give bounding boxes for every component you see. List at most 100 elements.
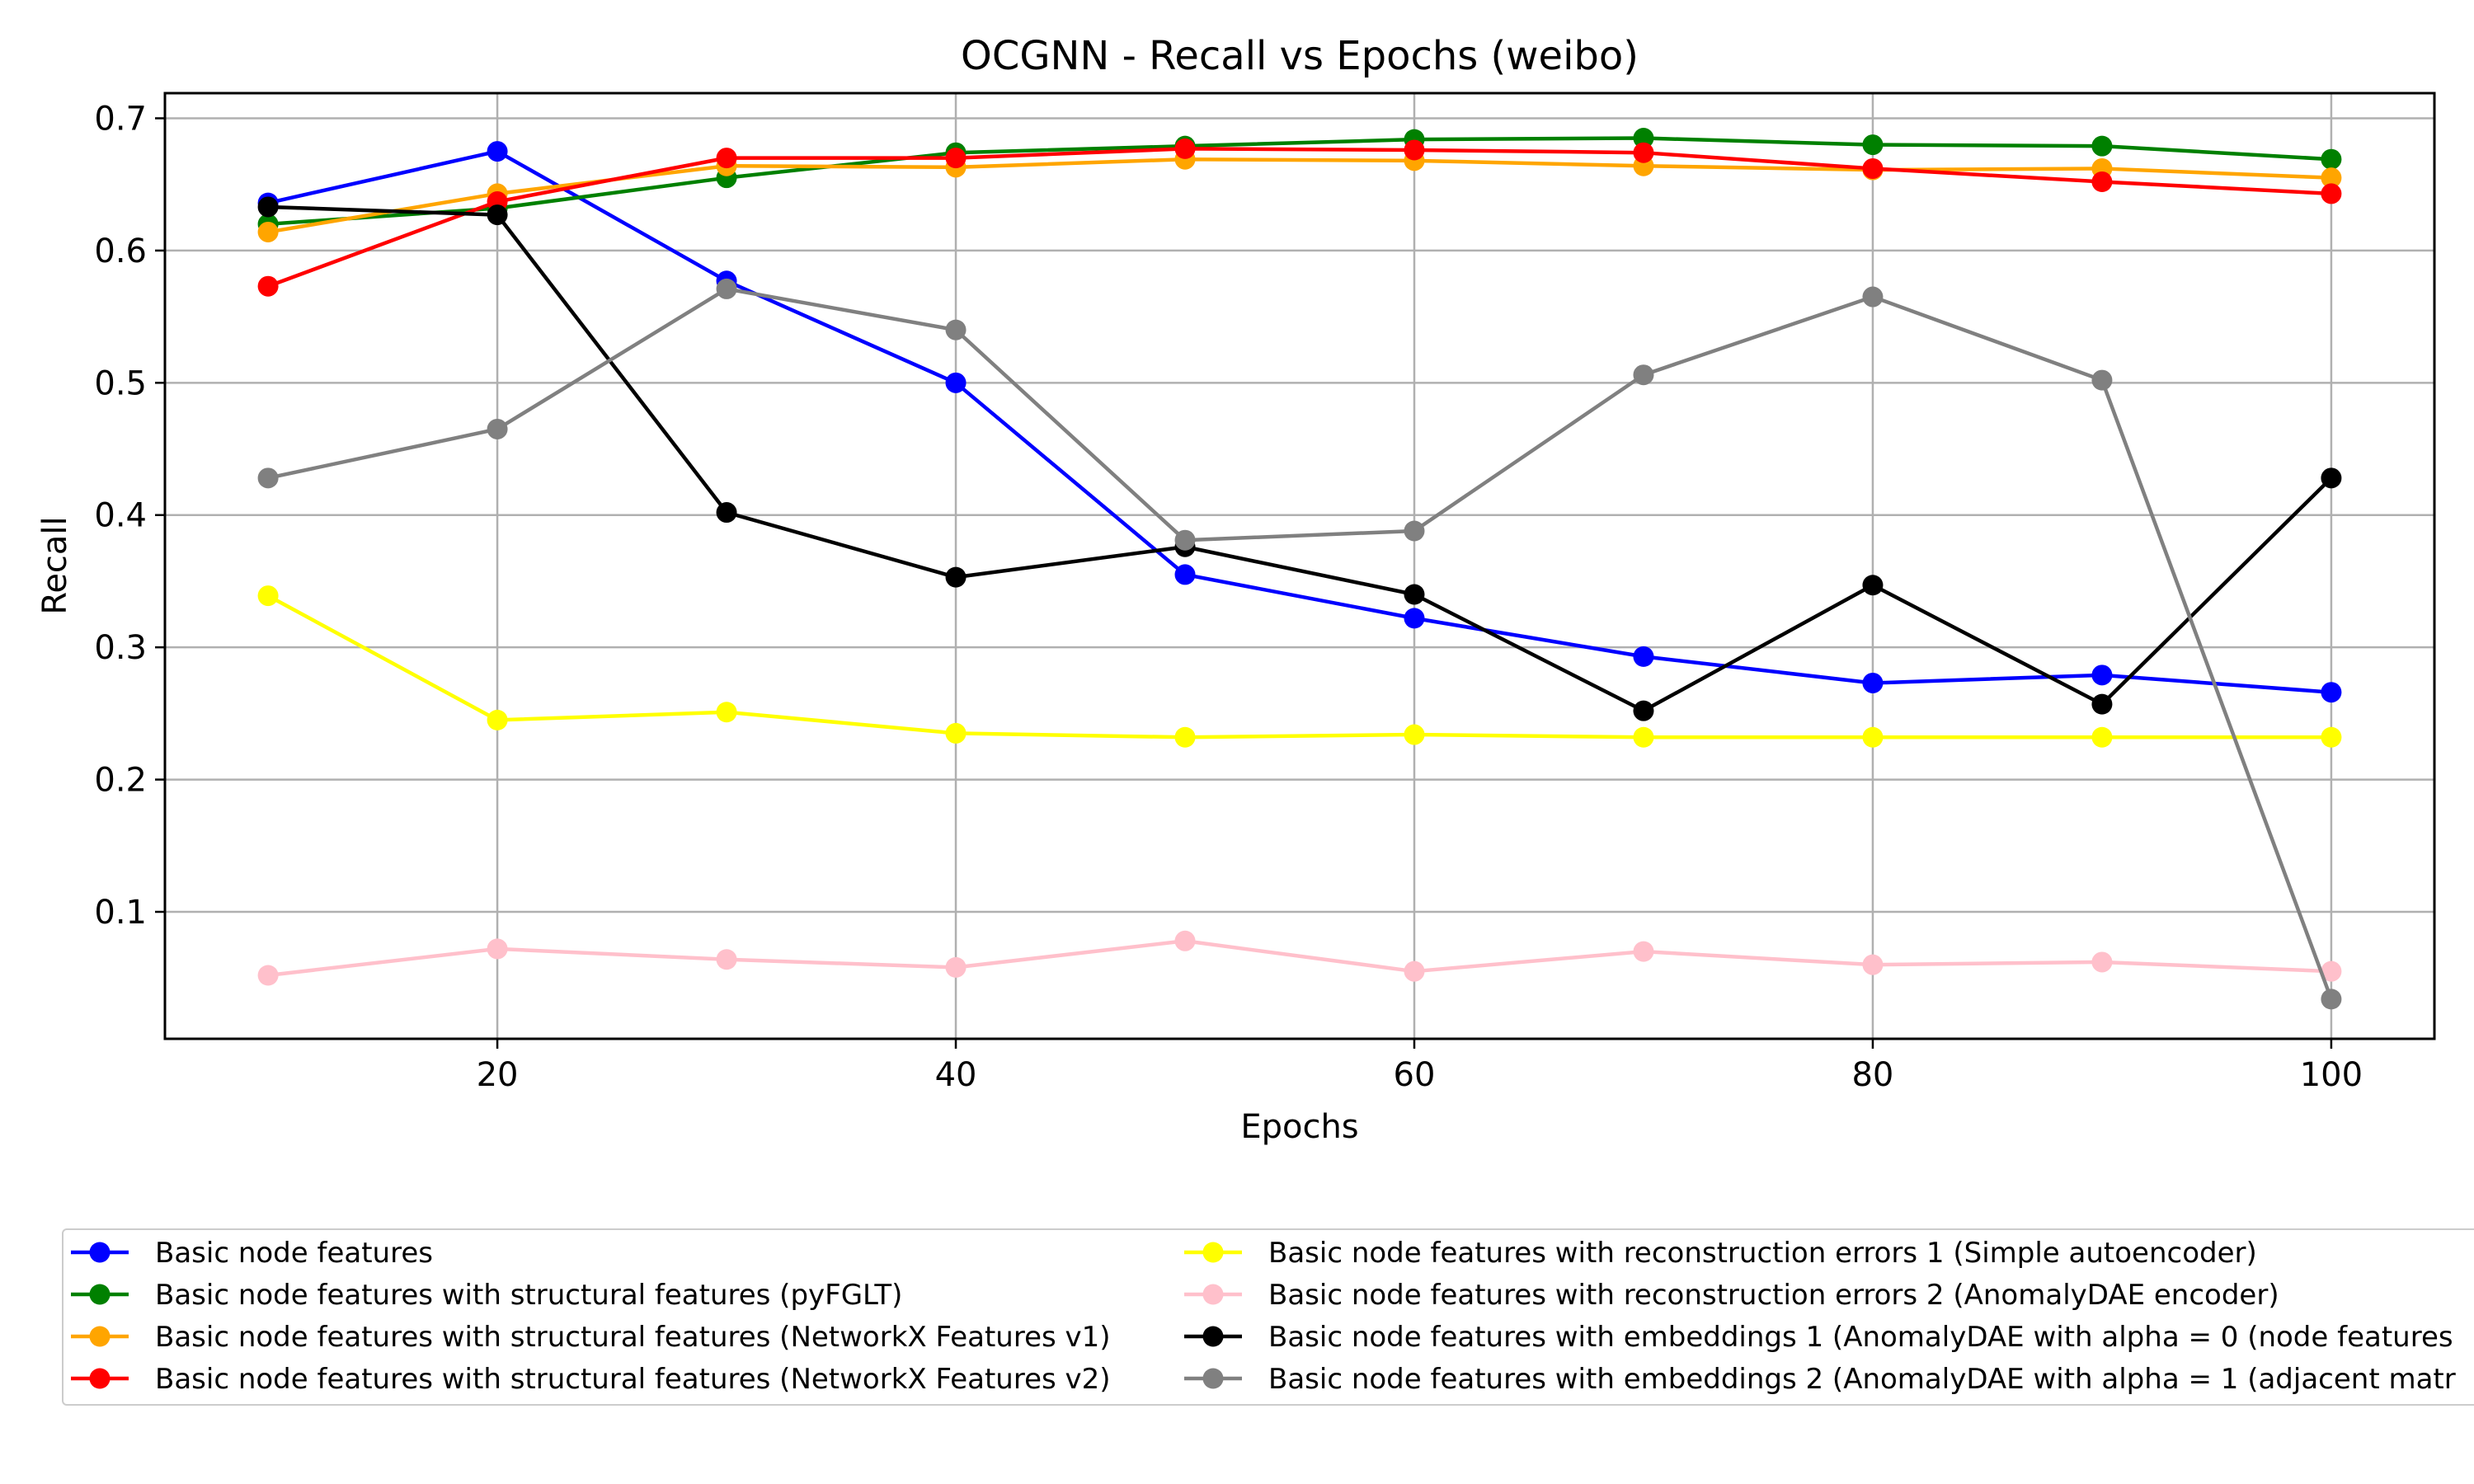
data-point — [257, 196, 279, 218]
legend-label: Basic node features with structural feat… — [155, 1363, 1111, 1396]
x-tick-label: 80 — [1851, 1056, 1893, 1094]
data-point — [2321, 467, 2342, 489]
y-tick-label: 0.7 — [94, 100, 147, 138]
legend-item: Basic node features with reconstruction … — [1184, 1279, 2279, 1312]
legend-item: Basic node features with structural feat… — [71, 1363, 1111, 1396]
plot-frame — [163, 92, 2436, 1040]
y-tick-label: 0.1 — [94, 894, 147, 932]
y-tick-label: 0.6 — [94, 232, 147, 270]
data-point — [945, 566, 967, 588]
legend-marker — [1202, 1242, 1224, 1263]
data-point — [1633, 941, 1654, 962]
data-point — [1862, 672, 1884, 693]
data-point — [945, 956, 967, 978]
legend: Basic node features Basic node features w… — [62, 1228, 2474, 1406]
series-line — [266, 204, 2334, 713]
legend-item: Basic node features with embeddings 2 (A… — [1184, 1363, 2456, 1396]
series-basic-node-features-with-reconstruction-errors-2-anomalydae-encoder — [257, 930, 2342, 986]
data-point — [2091, 369, 2113, 391]
y-tick-label: 0.2 — [94, 762, 147, 800]
data-point — [1633, 142, 1654, 163]
legend-label: Basic node features with structural feat… — [155, 1279, 902, 1312]
data-point — [716, 278, 737, 299]
legend-label: Basic node features with reconstruction … — [1268, 1237, 2257, 1270]
data-point — [487, 938, 508, 960]
data-point — [2091, 665, 2113, 686]
legend-label: Basic node features — [155, 1237, 433, 1270]
legend-item: Basic node features — [71, 1237, 433, 1270]
data-point — [1404, 608, 1425, 629]
series-line — [266, 136, 2334, 227]
data-point — [945, 319, 967, 340]
data-point — [945, 372, 967, 393]
data-point — [1404, 520, 1425, 542]
data-point — [1174, 564, 1196, 585]
series-layer — [257, 128, 2342, 1010]
legend-label: Basic node features with structural feat… — [155, 1321, 1111, 1354]
legend-marker — [1202, 1284, 1224, 1305]
data-point — [487, 141, 508, 162]
data-point — [1174, 138, 1196, 159]
x-axis-label: Epochs — [1240, 1108, 1358, 1146]
data-point — [257, 585, 279, 607]
data-point — [257, 221, 279, 242]
legend-item: Basic node features with reconstruction … — [1184, 1237, 2257, 1270]
series-basic-node-features-with-structural-features-networkx-features-v2 — [257, 138, 2342, 297]
series-line — [266, 149, 2334, 694]
data-point — [716, 949, 737, 970]
data-point — [2091, 726, 2113, 748]
data-point — [716, 702, 737, 723]
data-point — [1633, 646, 1654, 667]
data-point — [2321, 682, 2342, 703]
legend-marker — [89, 1326, 111, 1347]
y-tick-label: 0.4 — [94, 497, 147, 535]
data-point — [1862, 575, 1884, 596]
data-point — [1404, 139, 1425, 161]
series-basic-node-features-with-reconstruction-errors-1-simple-autoencoder — [257, 585, 2342, 748]
data-point — [2091, 693, 2113, 715]
data-point — [716, 148, 737, 169]
series-line — [266, 147, 2334, 289]
y-tick-label: 0.3 — [94, 629, 147, 667]
legend-marker — [89, 1284, 111, 1305]
data-point — [2321, 167, 2342, 189]
x-tick-label: 20 — [477, 1056, 519, 1094]
data-point — [1404, 584, 1425, 605]
data-point — [257, 467, 279, 489]
data-point — [1633, 726, 1654, 748]
legend-item: Basic node features with structural feat… — [71, 1279, 902, 1312]
series-line — [266, 939, 2334, 978]
data-point — [1404, 960, 1425, 982]
legend-item: Basic node features with structural feat… — [71, 1321, 1111, 1354]
series-basic-node-features-with-embeddings-2-anomalydae-with-alpha-1-adjacent-matr — [257, 278, 2342, 1010]
data-point — [1862, 286, 1884, 308]
data-point — [1862, 954, 1884, 975]
data-point — [1862, 134, 1884, 156]
y-tick-label: 0.5 — [94, 364, 147, 402]
data-point — [2091, 951, 2113, 973]
data-point — [1174, 930, 1196, 951]
data-point — [257, 275, 279, 297]
data-point — [487, 204, 508, 226]
data-point — [2091, 171, 2113, 192]
data-point — [1174, 726, 1196, 748]
data-point — [487, 418, 508, 439]
ticks: 20 40 60 80 100 0.1 0.2 0.3 0.4 0.5 0.6 0.7 — [94, 100, 2363, 1094]
data-point — [1862, 157, 1884, 179]
data-point — [2321, 989, 2342, 1010]
legend-frame — [62, 1228, 2474, 1406]
data-point — [2321, 183, 2342, 204]
data-point — [2321, 960, 2342, 982]
x-tick-label: 40 — [935, 1056, 977, 1094]
legend-label: Basic node features with embeddings 2 (A… — [1268, 1363, 2456, 1396]
x-tick-label: 100 — [2300, 1056, 2363, 1094]
legend-marker — [89, 1368, 111, 1389]
legend-marker — [1202, 1326, 1224, 1347]
legend-label: Basic node features with reconstruction … — [1268, 1279, 2279, 1312]
series-line — [266, 594, 2334, 740]
data-point — [1633, 364, 1654, 386]
data-point — [2321, 726, 2342, 748]
y-axis-label: Recall — [36, 516, 74, 614]
data-point — [487, 709, 508, 730]
data-point — [2321, 148, 2342, 170]
